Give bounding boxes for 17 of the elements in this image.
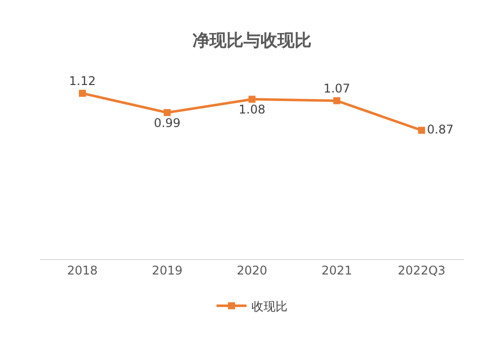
data-label: 0.87 <box>426 122 454 136</box>
point <box>418 126 426 134</box>
legend-label: 收现比 <box>252 299 288 314</box>
data-label: 1.12 <box>69 74 96 88</box>
x-tick-label: 2020 <box>236 263 268 278</box>
point <box>78 90 86 97</box>
chart-title: 净现比与收现比 <box>192 30 312 51</box>
x-tick-label: 2021 <box>322 263 352 278</box>
x-tick-label: 2018 <box>67 263 98 278</box>
x-tick-label: 2019 <box>152 263 182 278</box>
x-tick-label: 2022Q3 <box>398 263 446 278</box>
point <box>333 97 340 104</box>
point <box>164 109 171 116</box>
point <box>248 96 256 103</box>
data-label: 0.99 <box>154 116 181 130</box>
data-label: 1.07 <box>323 81 350 96</box>
data-label: 1.08 <box>238 102 266 117</box>
